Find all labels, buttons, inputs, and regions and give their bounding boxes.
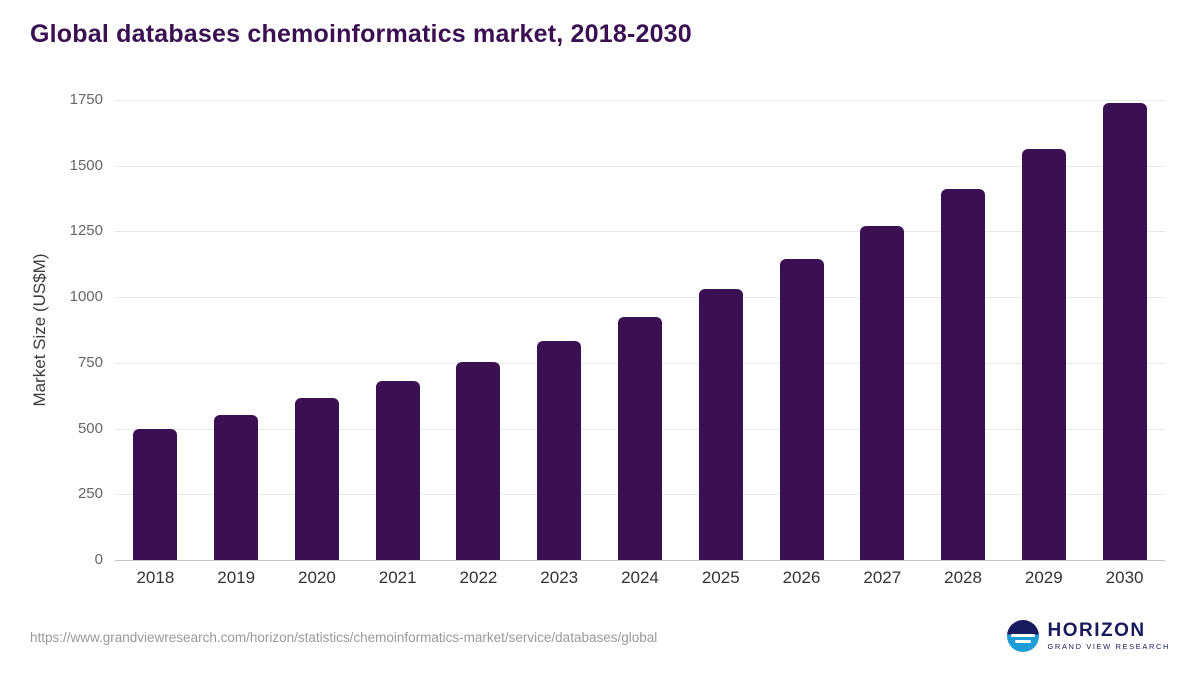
y-axis-title: Market Size (US$M) [30,253,49,407]
y-tick-label-750: 750 [77,353,103,371]
x-tick-label-2024: 2024 [621,568,659,587]
x-tick-label-2028: 2028 [944,568,982,587]
y-tick-label-250: 250 [77,485,103,503]
bar-2024 [617,316,662,560]
x-tick-label-2030: 2030 [1105,568,1144,587]
bar-slot-2023 [519,100,600,560]
logo-stripe [1014,640,1031,643]
x-tick-label-2018: 2018 [136,568,175,587]
bar-slot-2025 [680,100,761,560]
gridline-1000 [115,297,1165,299]
x-tick-label-2021: 2021 [378,568,417,587]
plot-area [115,100,1165,561]
x-tick-label-2020: 2020 [298,568,336,587]
bar-slot-2030 [1084,100,1165,560]
x-tick-label-2027: 2027 [863,568,902,587]
x-tick-label-2025: 2025 [701,568,740,587]
bar-2022 [456,361,501,560]
x-tick-label-2022: 2022 [459,568,498,587]
horizon-logo-icon [1006,620,1039,652]
bar-slot-2028 [923,100,1004,560]
page-title: Global databases chemoinformatics market… [30,20,692,48]
logo-subtitle: GRAND VIEW RESEARCH [1047,642,1170,652]
bar-2021 [375,381,420,560]
bar-slot-2018 [115,100,196,560]
source-url: https://www.grandviewresearch.com/horizo… [30,630,658,645]
bar-slot-2029 [1003,100,1084,560]
bar-slot-2019 [196,100,277,560]
bar-2019 [214,415,259,560]
gridline-1500 [115,165,1165,167]
x-tick-label-2026: 2026 [782,568,821,587]
gridline-1750 [115,100,1165,101]
y-tick-label-1250: 1250 [69,222,103,240]
x-tick-label-2029: 2029 [1024,568,1063,587]
x-axis-line [115,560,1165,561]
bar-2025 [698,289,743,560]
bar-slot-2027 [842,100,923,560]
bar-2030 [1102,102,1147,560]
bar-2020 [294,398,339,560]
y-tick-label-0: 0 [94,551,103,568]
y-tick-label-1500: 1500 [69,156,103,174]
bar-2023 [537,340,582,560]
bar-slot-2022 [438,100,519,560]
x-tick-label-2023: 2023 [540,568,579,587]
bar-series [115,100,1165,560]
bar-slot-2026 [761,100,842,560]
y-tick-label-500: 500 [77,419,103,437]
y-tick-label-1000: 1000 [69,288,103,306]
bar-slot-2021 [357,100,438,560]
bar-2029 [1021,148,1066,560]
logo-name: HORIZON [1047,620,1146,642]
bar-2026 [779,259,824,560]
y-tick-label-1750: 1750 [69,91,103,108]
bar-2028 [941,189,986,560]
x-axis-tick-labels: 2018 2019 2020 2021 2022 2023 2024 2025 2026 2027… [115,568,1165,588]
horizon-logo: HORIZON GRAND VIEW RESEARCH [1006,620,1171,652]
logo-stripe [1010,634,1035,637]
bar-slot-2024 [600,100,681,560]
bar-2018 [133,428,178,560]
bar-2027 [860,226,905,560]
x-tick-label-2019: 2019 [217,568,256,587]
gridline-1250 [115,231,1165,233]
logo-text: HORIZON GRAND VIEW RESEARCH [1048,621,1171,651]
bar-slot-2020 [277,100,358,560]
